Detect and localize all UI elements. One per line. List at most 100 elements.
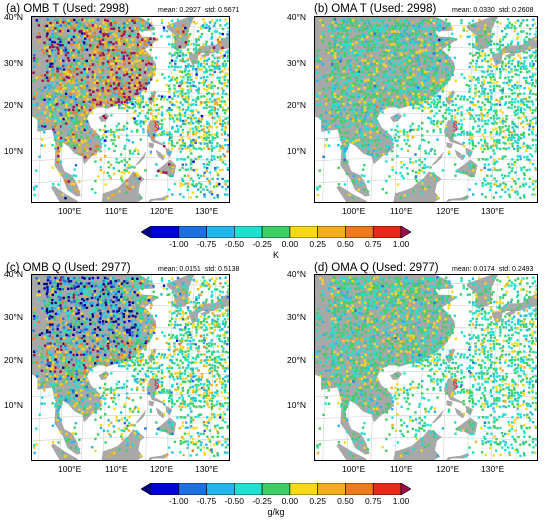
observation-dot [182, 87, 185, 91]
observation-dot [381, 103, 384, 106]
observation-dot [387, 81, 390, 84]
observation-dot [343, 136, 346, 140]
observation-dot [84, 108, 87, 111]
observation-dot [112, 167, 115, 170]
observation-dot [435, 73, 438, 77]
observation-dot [73, 65, 76, 68]
observation-dot [190, 177, 193, 180]
observation-dot [168, 65, 171, 69]
lon-label-a-120: 120°E [150, 206, 174, 216]
observation-dot [83, 45, 86, 49]
observation-dot [402, 65, 405, 68]
observation-dot [510, 79, 513, 82]
observation-dot [351, 108, 355, 111]
observation-dot [43, 383, 47, 386]
observation-dot [178, 51, 182, 54]
observation-dot [532, 62, 535, 66]
observation-dot [218, 79, 221, 83]
observation-dot [205, 23, 208, 26]
observation-dot [187, 98, 190, 101]
observation-dot [54, 43, 57, 47]
observation-dot [514, 141, 517, 144]
observation-dot [532, 51, 535, 54]
observation-dot [474, 144, 477, 148]
observation-dot [423, 34, 426, 38]
observation-dot [149, 73, 152, 76]
observation-dot [125, 127, 129, 130]
observation-dot [471, 59, 475, 62]
observation-dot [348, 87, 352, 91]
observation-dot [123, 22, 126, 25]
observation-dot [99, 138, 102, 141]
observation-dot [139, 49, 142, 52]
observation-dot [358, 62, 361, 65]
observation-dot [43, 41, 46, 44]
observation-dot [424, 59, 427, 62]
observation-dot [343, 65, 347, 69]
observation-dot [499, 73, 502, 76]
observation-dot [376, 136, 379, 139]
observation-dot [435, 71, 438, 74]
observation-dot [375, 26, 378, 29]
observation-dot [67, 438, 70, 441]
observation-dot [478, 128, 481, 131]
observation-dot [61, 44, 64, 47]
observation-dot [160, 385, 163, 389]
observation-dot [155, 117, 158, 120]
observation-dots [32, 18, 229, 200]
observation-dot [355, 25, 359, 28]
observation-dot [513, 25, 516, 28]
observation-dot [107, 34, 110, 38]
observation-dot [69, 446, 72, 449]
observation-dot [60, 26, 63, 29]
observation-dot [196, 65, 200, 68]
observation-dot [125, 45, 128, 48]
observation-dot [210, 193, 214, 196]
observation-dot [117, 54, 120, 57]
observation-dot [369, 136, 372, 139]
observation-dot [397, 33, 400, 36]
observation-dot [328, 74, 332, 77]
observation-dot [325, 79, 329, 82]
observation-dot [131, 65, 135, 68]
observation-dot [202, 24, 205, 27]
observation-dot [385, 149, 388, 152]
observation-dot [367, 71, 370, 74]
observation-dot [123, 383, 126, 386]
observation-dot [439, 84, 442, 87]
observation-dot [355, 142, 358, 145]
observation-dot [168, 107, 171, 110]
observation-dot [170, 101, 173, 104]
observation-dot [218, 427, 222, 430]
observation-dot [358, 100, 361, 103]
observation-dot [450, 109, 453, 112]
observation-dot [144, 114, 147, 118]
observation-dot [97, 394, 100, 397]
observation-dot [186, 76, 190, 79]
observation-dot [399, 56, 402, 59]
observation-dot [162, 29, 166, 32]
observation-dot [48, 67, 52, 70]
observation-dot [334, 73, 337, 76]
observation-dot [38, 95, 42, 98]
observation-dot [213, 70, 216, 74]
observation-dot [84, 139, 87, 143]
observation-dot [203, 383, 206, 386]
observation-dot [43, 402, 46, 405]
observation-dot [173, 42, 177, 46]
observation-dot [376, 18, 379, 21]
observation-dot [161, 123, 164, 126]
observation-dot [349, 117, 352, 121]
observation-dot [524, 116, 528, 120]
observation-dot [86, 388, 89, 392]
observation-dot [187, 432, 190, 436]
observation-dot [504, 35, 507, 39]
observation-dot [361, 68, 364, 71]
observation-dot [168, 52, 171, 55]
observation-dot [427, 185, 431, 188]
lat-label-a-40: 40°N [4, 12, 23, 22]
observation-dot [73, 59, 76, 62]
observation-dot [215, 126, 218, 129]
observation-dot [512, 128, 516, 131]
observation-dot [483, 103, 486, 107]
